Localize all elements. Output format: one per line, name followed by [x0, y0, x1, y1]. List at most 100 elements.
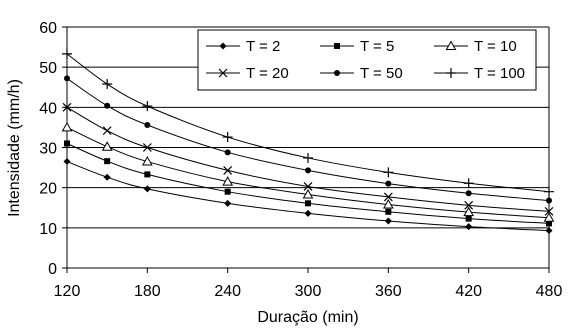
legend-label: T = 20: [246, 65, 289, 82]
series-line: [66, 161, 550, 232]
legend-marker: [219, 42, 227, 50]
y-tick-label: 0: [48, 261, 57, 278]
legend-label: T = 5: [360, 38, 394, 55]
data-point: [102, 126, 112, 136]
series-diamond: [63, 158, 553, 235]
data-point: [143, 185, 151, 193]
data-point: [384, 217, 392, 225]
data-point: [144, 171, 151, 178]
data-point: [223, 165, 233, 175]
legend-marker: [446, 68, 456, 78]
series-layer: [61, 48, 555, 235]
data-point: [546, 220, 552, 227]
data-point: [303, 182, 313, 191]
y-tick-label: 60: [39, 20, 57, 37]
y-tick-label: 20: [39, 181, 57, 198]
data-point: [305, 167, 311, 174]
data-point: [544, 206, 554, 216]
x-tick-label: 180: [134, 283, 161, 300]
data-point: [385, 208, 392, 215]
legend-label: T = 50: [360, 65, 403, 82]
x-tick-label: 120: [54, 283, 81, 300]
data-point: [383, 167, 394, 178]
data-point: [142, 143, 152, 152]
legend-marker: [218, 68, 228, 78]
series-line: [66, 106, 550, 212]
data-point: [305, 200, 311, 207]
series-plus: [62, 48, 554, 197]
data-point: [464, 200, 474, 210]
series-line: [66, 77, 550, 202]
x-tick-label: 360: [375, 283, 402, 300]
data-point: [62, 48, 72, 59]
data-point: [465, 190, 472, 197]
series-line: [66, 126, 550, 219]
y-tick-label: 10: [39, 221, 57, 238]
data-point: [543, 212, 555, 222]
data-point: [63, 158, 71, 166]
data-point: [104, 158, 111, 165]
legend-label: T = 10: [474, 38, 517, 55]
data-point: [104, 102, 111, 109]
data-point: [463, 178, 474, 189]
legend-label: T = 2: [246, 38, 280, 55]
data-point: [545, 227, 553, 235]
y-tick-label: 50: [39, 60, 57, 77]
data-point: [385, 180, 392, 187]
legend-box: [197, 29, 537, 91]
series-line: [66, 143, 550, 224]
data-point: [64, 140, 70, 147]
data-point: [224, 149, 231, 156]
data-point: [303, 152, 313, 163]
series-line: [66, 53, 550, 193]
data-point: [382, 199, 394, 209]
x-tick-label: 480: [536, 283, 563, 300]
data-point: [224, 199, 232, 207]
y-tick-label: 30: [39, 141, 57, 158]
series-square: [64, 140, 552, 227]
y-tick-label: 40: [39, 100, 57, 117]
data-point: [64, 75, 70, 82]
legend-entry: T = 50: [320, 65, 403, 82]
data-point: [544, 186, 554, 197]
tick-labels: 0 10 20 30 40 50 60 120 180 240 300 360 420 480: [39, 20, 562, 300]
data-point: [224, 188, 231, 195]
data-point: [141, 156, 153, 166]
legend-entry: T = 20: [206, 65, 289, 82]
data-point: [102, 79, 113, 90]
series-x: [62, 102, 554, 216]
data-point: [302, 188, 314, 199]
legend-entry: T = 10: [434, 38, 517, 55]
data-point: [463, 206, 475, 217]
series-triangle: [61, 121, 555, 222]
data-point: [144, 122, 151, 129]
legend-label: T = 100: [474, 65, 525, 82]
data-point: [465, 215, 472, 222]
legend-entry: T = 5: [320, 38, 394, 55]
data-point: [304, 209, 312, 217]
y-axis-title: Intensidade (mm/h): [6, 79, 23, 217]
data-point: [62, 102, 72, 112]
data-point: [222, 176, 234, 186]
x-axis-title: Duração (min): [257, 309, 358, 326]
legend: T = 2 T = 5 T = 10 T = 20 T = 50 T = 100: [197, 29, 537, 91]
legend-marker: [334, 70, 340, 76]
legend-marker: [334, 43, 340, 49]
legend-entry: T = 100: [434, 65, 525, 82]
series-circle: [64, 75, 552, 204]
x-tick-label: 420: [455, 283, 482, 300]
data-point: [465, 223, 473, 231]
data-point: [103, 173, 111, 181]
data-point: [61, 121, 73, 132]
data-point: [101, 141, 113, 151]
data-point: [383, 192, 393, 202]
data-point: [546, 197, 552, 204]
legend-marker: [445, 40, 457, 50]
x-tick-label: 300: [295, 283, 322, 300]
legend-entry: T = 2: [206, 38, 280, 55]
data-point: [222, 132, 233, 143]
data-point: [142, 101, 153, 112]
x-tick-label: 240: [214, 283, 241, 300]
